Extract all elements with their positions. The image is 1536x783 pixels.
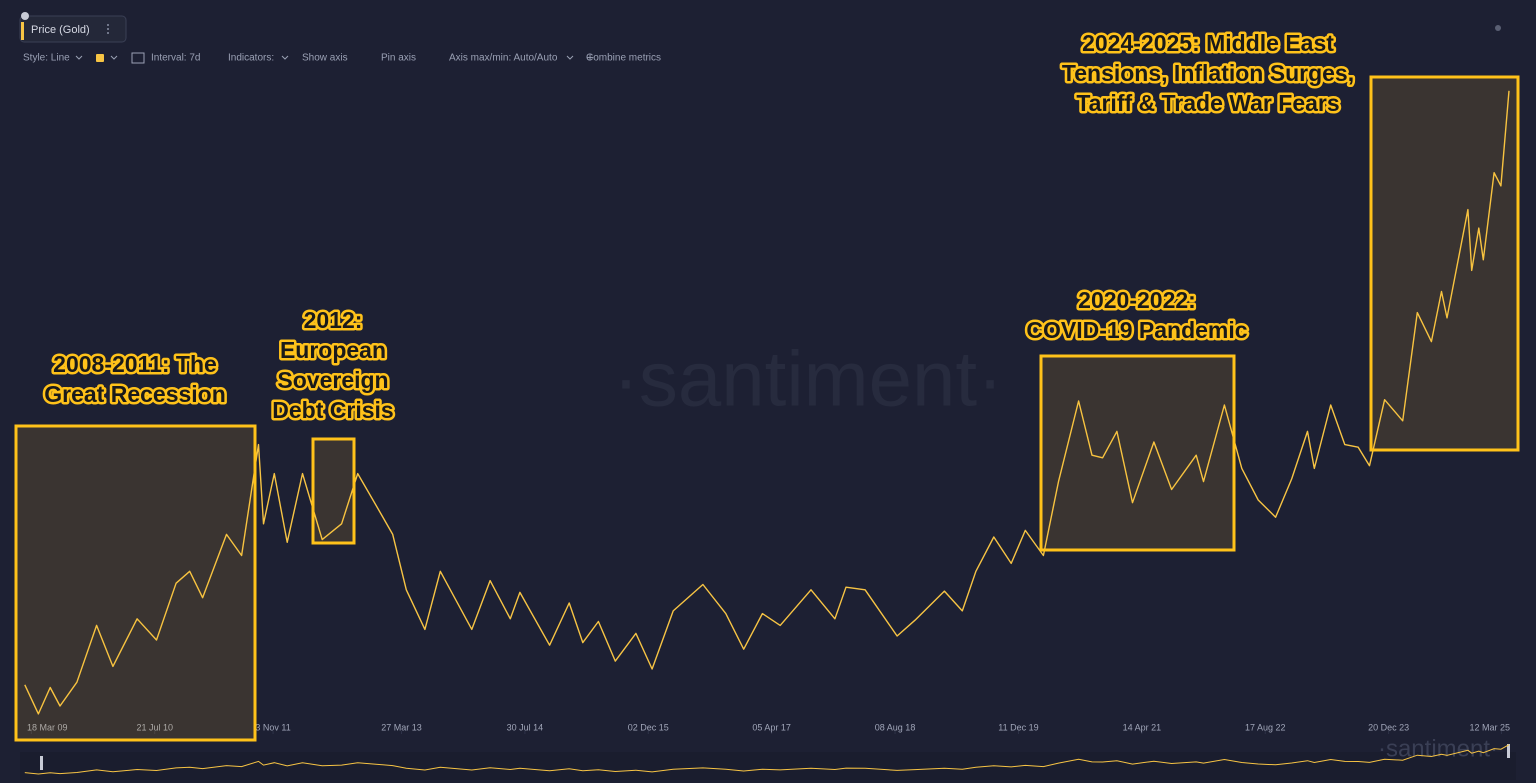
- annotation-text: 2020-2022:: [1078, 287, 1196, 313]
- color-picker[interactable]: [96, 54, 104, 62]
- dropdown-arrow: [281, 55, 289, 60]
- lock-icon: [21, 12, 29, 20]
- menu-icon[interactable]: [107, 24, 109, 34]
- annotation-text: Tariff & Trade War Fears: [1076, 90, 1339, 116]
- metric-name: Price (Gold): [31, 24, 90, 36]
- price-line: [24, 90, 1510, 715]
- annotation-text: Sovereign: [277, 367, 388, 393]
- show-axis-toggle[interactable]: Show axis: [302, 53, 348, 64]
- annotations: 2008-2011: The Great Recession 2012: Europe…: [42, 28, 1357, 426]
- x-tick-label: 21 Jul 10: [136, 722, 173, 732]
- navigator[interactable]: [20, 752, 1516, 780]
- annotation-text: Tensions, Inflation Surges,: [1062, 60, 1354, 86]
- annotation-box: [1039, 354, 1236, 552]
- x-tick-label: 30 Jul 14: [507, 722, 544, 732]
- annotation-text: Great Recession: [44, 381, 226, 407]
- x-tick-label: 14 Apr 21: [1123, 722, 1162, 732]
- x-tick-label: 05 Apr 17: [752, 722, 791, 732]
- interval-control[interactable]: Interval: 7d: [151, 53, 200, 64]
- indicators-control[interactable]: Indicators:: [228, 53, 274, 64]
- settings-dot[interactable]: [1495, 25, 1501, 31]
- x-tick-label: 08 Aug 18: [875, 722, 916, 732]
- navigator-handle[interactable]: [1507, 744, 1510, 758]
- x-tick-label: 3 Nov 11: [255, 722, 290, 732]
- annotation-text: COVID-19 Pandemic: [1026, 317, 1247, 343]
- annotation-text: European: [280, 337, 386, 363]
- annotation-text: Debt Crisis: [272, 397, 393, 423]
- annotation-text: 2012:: [304, 307, 363, 333]
- annotation-box: [311, 437, 356, 545]
- dropdown-arrow: [75, 55, 83, 60]
- watermark-small: ·santiment·: [1378, 735, 1498, 762]
- x-tick-label: 02 Dec 15: [628, 722, 669, 732]
- style-control[interactable]: Style: Line: [23, 53, 70, 64]
- metric-color: [21, 22, 24, 40]
- navigator-handle[interactable]: [40, 756, 43, 770]
- annotation-box: [1369, 75, 1520, 452]
- x-tick-label: 11 Dec 19: [998, 722, 1038, 732]
- dropdown-arrow: [566, 55, 574, 60]
- dropdown-arrow: [110, 55, 118, 60]
- interval-icon: [131, 52, 145, 64]
- annotation-box: [14, 424, 257, 742]
- annotation-text: 2008-2011: The: [53, 351, 217, 377]
- plot-area: 18 Mar 09 21 Jul 10 3 Nov 11 27 Mar 13 30 Ju…: [24, 90, 1510, 734]
- x-tick-label: 17 Aug 22: [1245, 722, 1286, 732]
- x-tick-label: 12 Mar 25: [1469, 722, 1510, 732]
- axis-range-control[interactable]: Axis max/min: Auto/Auto: [449, 53, 558, 64]
- x-tick-label: 18 Mar 09: [27, 722, 68, 732]
- x-tick-label: 27 Mar 13: [381, 722, 422, 732]
- watermark: ·santiment·: [613, 335, 1003, 423]
- navigator-line: [24, 744, 1510, 775]
- plus-icon: +: [586, 49, 594, 64]
- annotation-text: 2024-2025: Middle East: [1082, 30, 1334, 56]
- combine-metrics[interactable]: Combine metrics: [586, 53, 661, 64]
- pin-axis-toggle[interactable]: Pin axis: [381, 53, 416, 64]
- x-tick-label: 20 Dec 23: [1368, 722, 1409, 732]
- metric-chip[interactable]: [19, 15, 127, 43]
